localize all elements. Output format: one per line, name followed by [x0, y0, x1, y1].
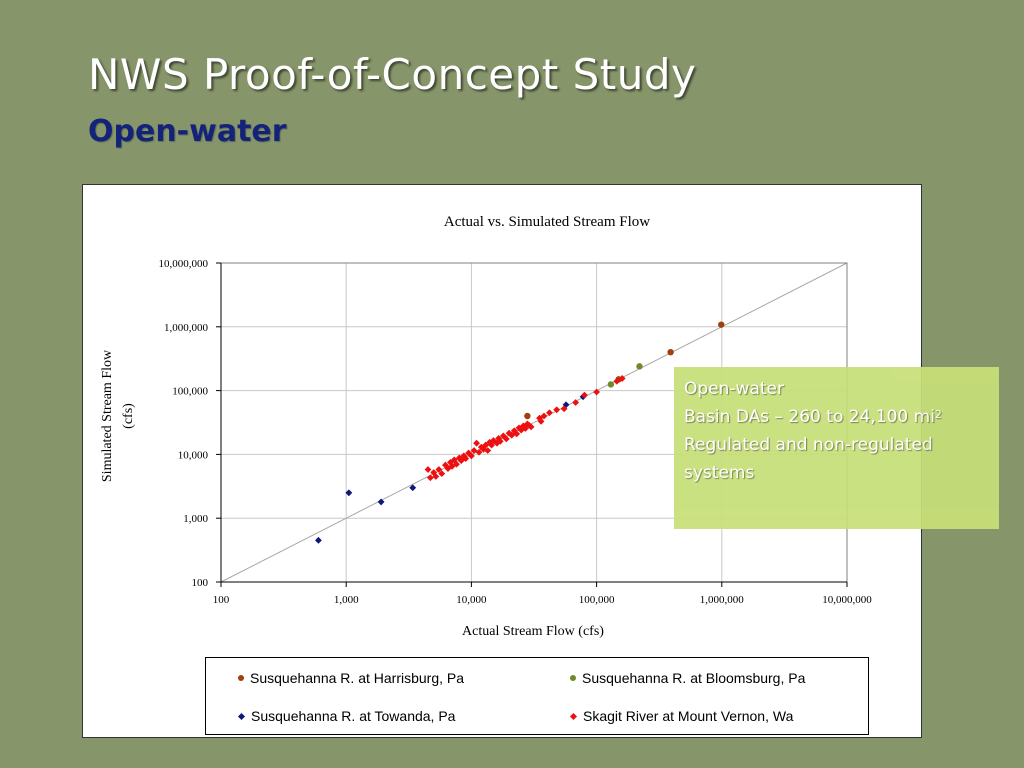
legend-item-skagit: Skagit River at Mount Vernon, Wa [569, 708, 794, 724]
y-tick-label: 1,000 [183, 513, 208, 525]
axis-ticks: 100 100 1,000 1,000 10,000 10,000 100,000 100,0… [159, 258, 873, 606]
data-point-series-3 [560, 405, 568, 413]
one-to-one-line [220, 262, 848, 583]
data-point-series-3 [438, 470, 446, 478]
data-point-series-3 [496, 437, 504, 445]
slide-title: NWS Proof-of-Concept Study [88, 50, 697, 99]
legend-label: Susquehanna R. at Harrisburg, Pa [250, 670, 465, 686]
data-point-series-2 [377, 498, 385, 506]
callout-line-2: Basin DAs – 260 to 24,100 mi2 [684, 403, 989, 431]
chart-title: Actual vs. Simulated Stream Flow [444, 214, 650, 230]
data-point-series-0 [667, 348, 674, 356]
data-point-series-3 [484, 447, 492, 454]
x-axis-label: Actual Stream Flow (cfs) [462, 624, 604, 639]
x-tick-label: 1,000,000 [700, 594, 745, 606]
data-point-series-3 [424, 466, 432, 473]
data-point-series-3 [432, 473, 440, 480]
data-point-series-3 [553, 406, 561, 414]
callout-line-1: Open-water [684, 379, 784, 399]
slide-subtitle: Open-water [88, 114, 287, 149]
data-point-series-1 [636, 363, 643, 370]
data-point-series-3 [572, 399, 580, 406]
data-point-series-3 [618, 375, 626, 382]
callout-line-3: Regulated and non-regulated systems [684, 435, 933, 483]
data-point-series-3 [508, 431, 516, 439]
data-point-series-3 [468, 452, 475, 460]
data-point-series-3 [502, 435, 510, 443]
chart-legend: Susquehanna R. at Harrisburg, Pa Susqueh… [205, 657, 869, 735]
legend-label: Susquehanna R. at Towanda, Pa [251, 708, 456, 724]
data-point-series-3 [473, 439, 480, 447]
data-point-series-3 [453, 460, 460, 468]
x-tick-label: 1,000 [334, 594, 359, 606]
data-point-series-3 [435, 466, 443, 473]
legend-item-towanda: Susquehanna R. at Towanda, Pa [237, 708, 456, 724]
circle-marker-icon [570, 675, 576, 681]
legend-label: Susquehanna R. at Bloomsburg, Pa [582, 670, 806, 686]
data-point-series-3 [488, 441, 496, 449]
data-point-series-3 [536, 414, 543, 422]
data-point-series-3 [522, 425, 529, 432]
legend-item-bloomsburg: Susquehanna R. at Bloomsburg, Pa [570, 670, 805, 686]
data-point-series-3 [540, 412, 548, 420]
x-tick-label: 10,000 [456, 594, 487, 606]
x-tick-label: 100,000 [579, 594, 615, 606]
diamond-marker-icon [569, 712, 578, 720]
y-axis-label-line2: (cfs) [121, 403, 136, 429]
data-point-series-0 [718, 321, 725, 328]
data-point-series-3 [450, 456, 458, 464]
data-point-series-3 [482, 441, 490, 449]
data-point-series-3 [613, 377, 621, 385]
data-point-series-3 [527, 423, 535, 431]
circle-marker-icon [238, 675, 244, 681]
data-point-series-3 [444, 465, 452, 472]
legend-label: Skagit River at Mount Vernon, Wa [583, 708, 794, 724]
y-tick-label: 10,000 [178, 449, 209, 461]
data-point-series-1 [607, 381, 615, 388]
data-point-series-3 [426, 474, 434, 482]
y-tick-label: 10,000,000 [159, 258, 209, 270]
callout-line-2-text: Basin DAs – 260 to 24,100 mi [684, 407, 935, 427]
callout-superscript: 2 [934, 408, 942, 421]
callout-box: Open-water Basin DAs – 260 to 24,100 mi2… [674, 367, 999, 529]
data-point-series-3 [475, 448, 483, 456]
data-points [315, 321, 725, 544]
y-tick-label: 100 [192, 577, 209, 589]
data-point-series-3 [462, 455, 470, 462]
x-tick-label: 100 [213, 594, 230, 606]
legend-item-harrisburg: Susquehanna R. at Harrisburg, Pa [238, 670, 464, 686]
data-point-series-2 [409, 484, 417, 492]
data-point-series-3 [593, 388, 600, 396]
x-tick-label: 10,000,000 [822, 594, 872, 606]
data-point-series-3 [447, 458, 454, 466]
data-point-series-3 [537, 417, 545, 425]
data-point-series-2 [345, 489, 353, 497]
data-point-series-3 [546, 409, 553, 417]
data-point-series-0 [524, 412, 531, 420]
data-point-series-2 [315, 536, 322, 544]
y-axis-label-line1: Simulated Stream Flow [100, 349, 115, 482]
diamond-marker-icon [237, 712, 246, 720]
y-tick-label: 100,000 [172, 386, 208, 398]
y-tick-label: 1,000,000 [164, 322, 209, 334]
data-point-series-3 [513, 430, 521, 438]
